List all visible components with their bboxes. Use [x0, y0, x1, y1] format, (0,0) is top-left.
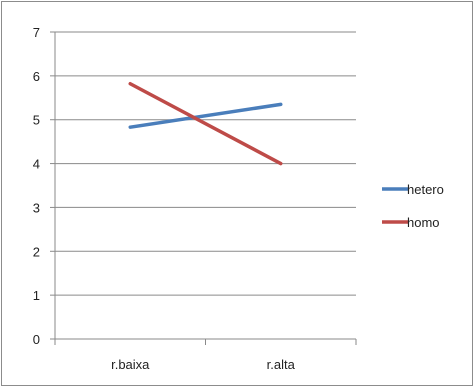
y-tick-label-7: 7: [33, 25, 40, 40]
y-tick-label-5: 5: [33, 113, 40, 128]
series-line-homo: [128, 82, 283, 166]
x-tick-label-r.baixa: r.baixa: [111, 357, 150, 372]
y-tick-label-4: 4: [33, 157, 40, 172]
y-tick-label-3: 3: [33, 200, 40, 215]
legend-label-homo: homo: [407, 215, 440, 230]
y-tick-label-2: 2: [33, 244, 40, 259]
legend-label-hetero: hetero: [407, 182, 444, 197]
y-tick-label-0: 0: [33, 332, 40, 347]
y-tick-label-6: 6: [33, 69, 40, 84]
y-tick-label-1: 1: [33, 288, 40, 303]
x-tick-label-r.alta: r.alta: [267, 357, 296, 372]
series-line-hetero: [128, 102, 283, 129]
